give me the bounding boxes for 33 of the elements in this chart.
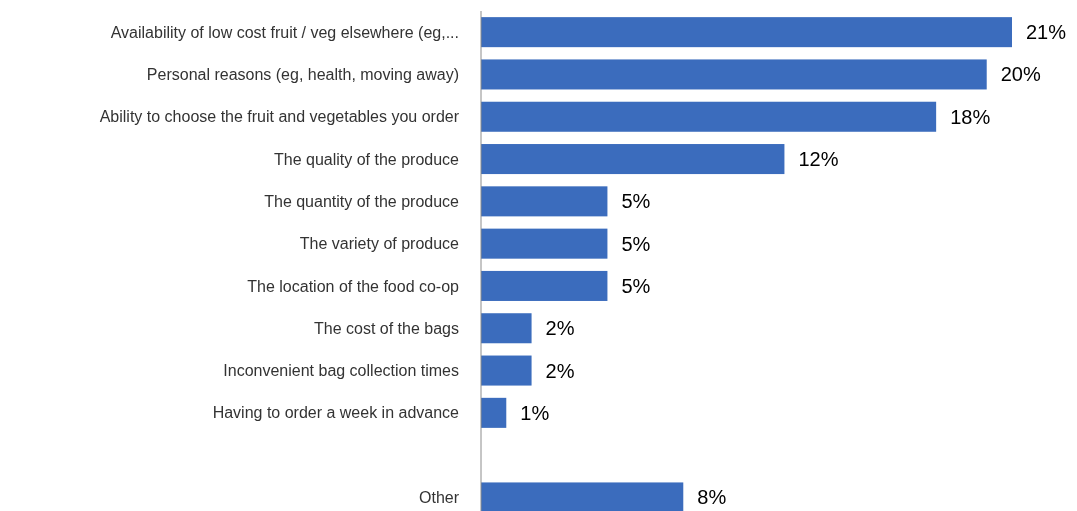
y-tick-label: The quantity of the produce (264, 192, 460, 210)
bar (481, 355, 532, 386)
y-tick-label: Having to order a week in advance (212, 404, 460, 422)
y-tick-label: Availability of low cost fruit / veg elsewhere (eg,... (110, 23, 459, 41)
data-label: 5% (621, 232, 651, 255)
bar (481, 17, 1012, 48)
y-tick-label: The variety of produce (299, 235, 460, 253)
y-tick-label: Other (418, 489, 460, 507)
bar (481, 101, 937, 132)
y-tick-label: Inconvenient bag collection times (223, 362, 459, 380)
bar (481, 270, 608, 301)
bar (481, 482, 684, 511)
data-label: 12% (798, 148, 839, 171)
data-label: 20% (1000, 63, 1041, 86)
bar (481, 144, 785, 175)
data-label: 21% (1026, 21, 1067, 44)
data-label: 5% (621, 274, 651, 297)
data-label: 18% (950, 105, 991, 128)
bar (481, 228, 608, 259)
data-label: 8% (697, 486, 727, 509)
bar (481, 313, 532, 344)
data-label: 2% (545, 359, 575, 382)
bar (481, 186, 608, 217)
bar (481, 397, 507, 428)
data-label: 5% (621, 190, 651, 213)
data-label: 1% (520, 401, 550, 424)
data-label: 2% (545, 317, 575, 340)
y-tick-label: Personal reasons (eg, health, moving away) (146, 66, 459, 84)
y-tick-label: The cost of the bags (314, 319, 459, 337)
y-tick-label: Ability to choose the fruit and vegetables you order (99, 108, 460, 126)
bar (481, 59, 987, 90)
y-tick-label: The location of the food co-op (247, 277, 460, 295)
y-tick-label: The quality of the produce (273, 150, 460, 168)
